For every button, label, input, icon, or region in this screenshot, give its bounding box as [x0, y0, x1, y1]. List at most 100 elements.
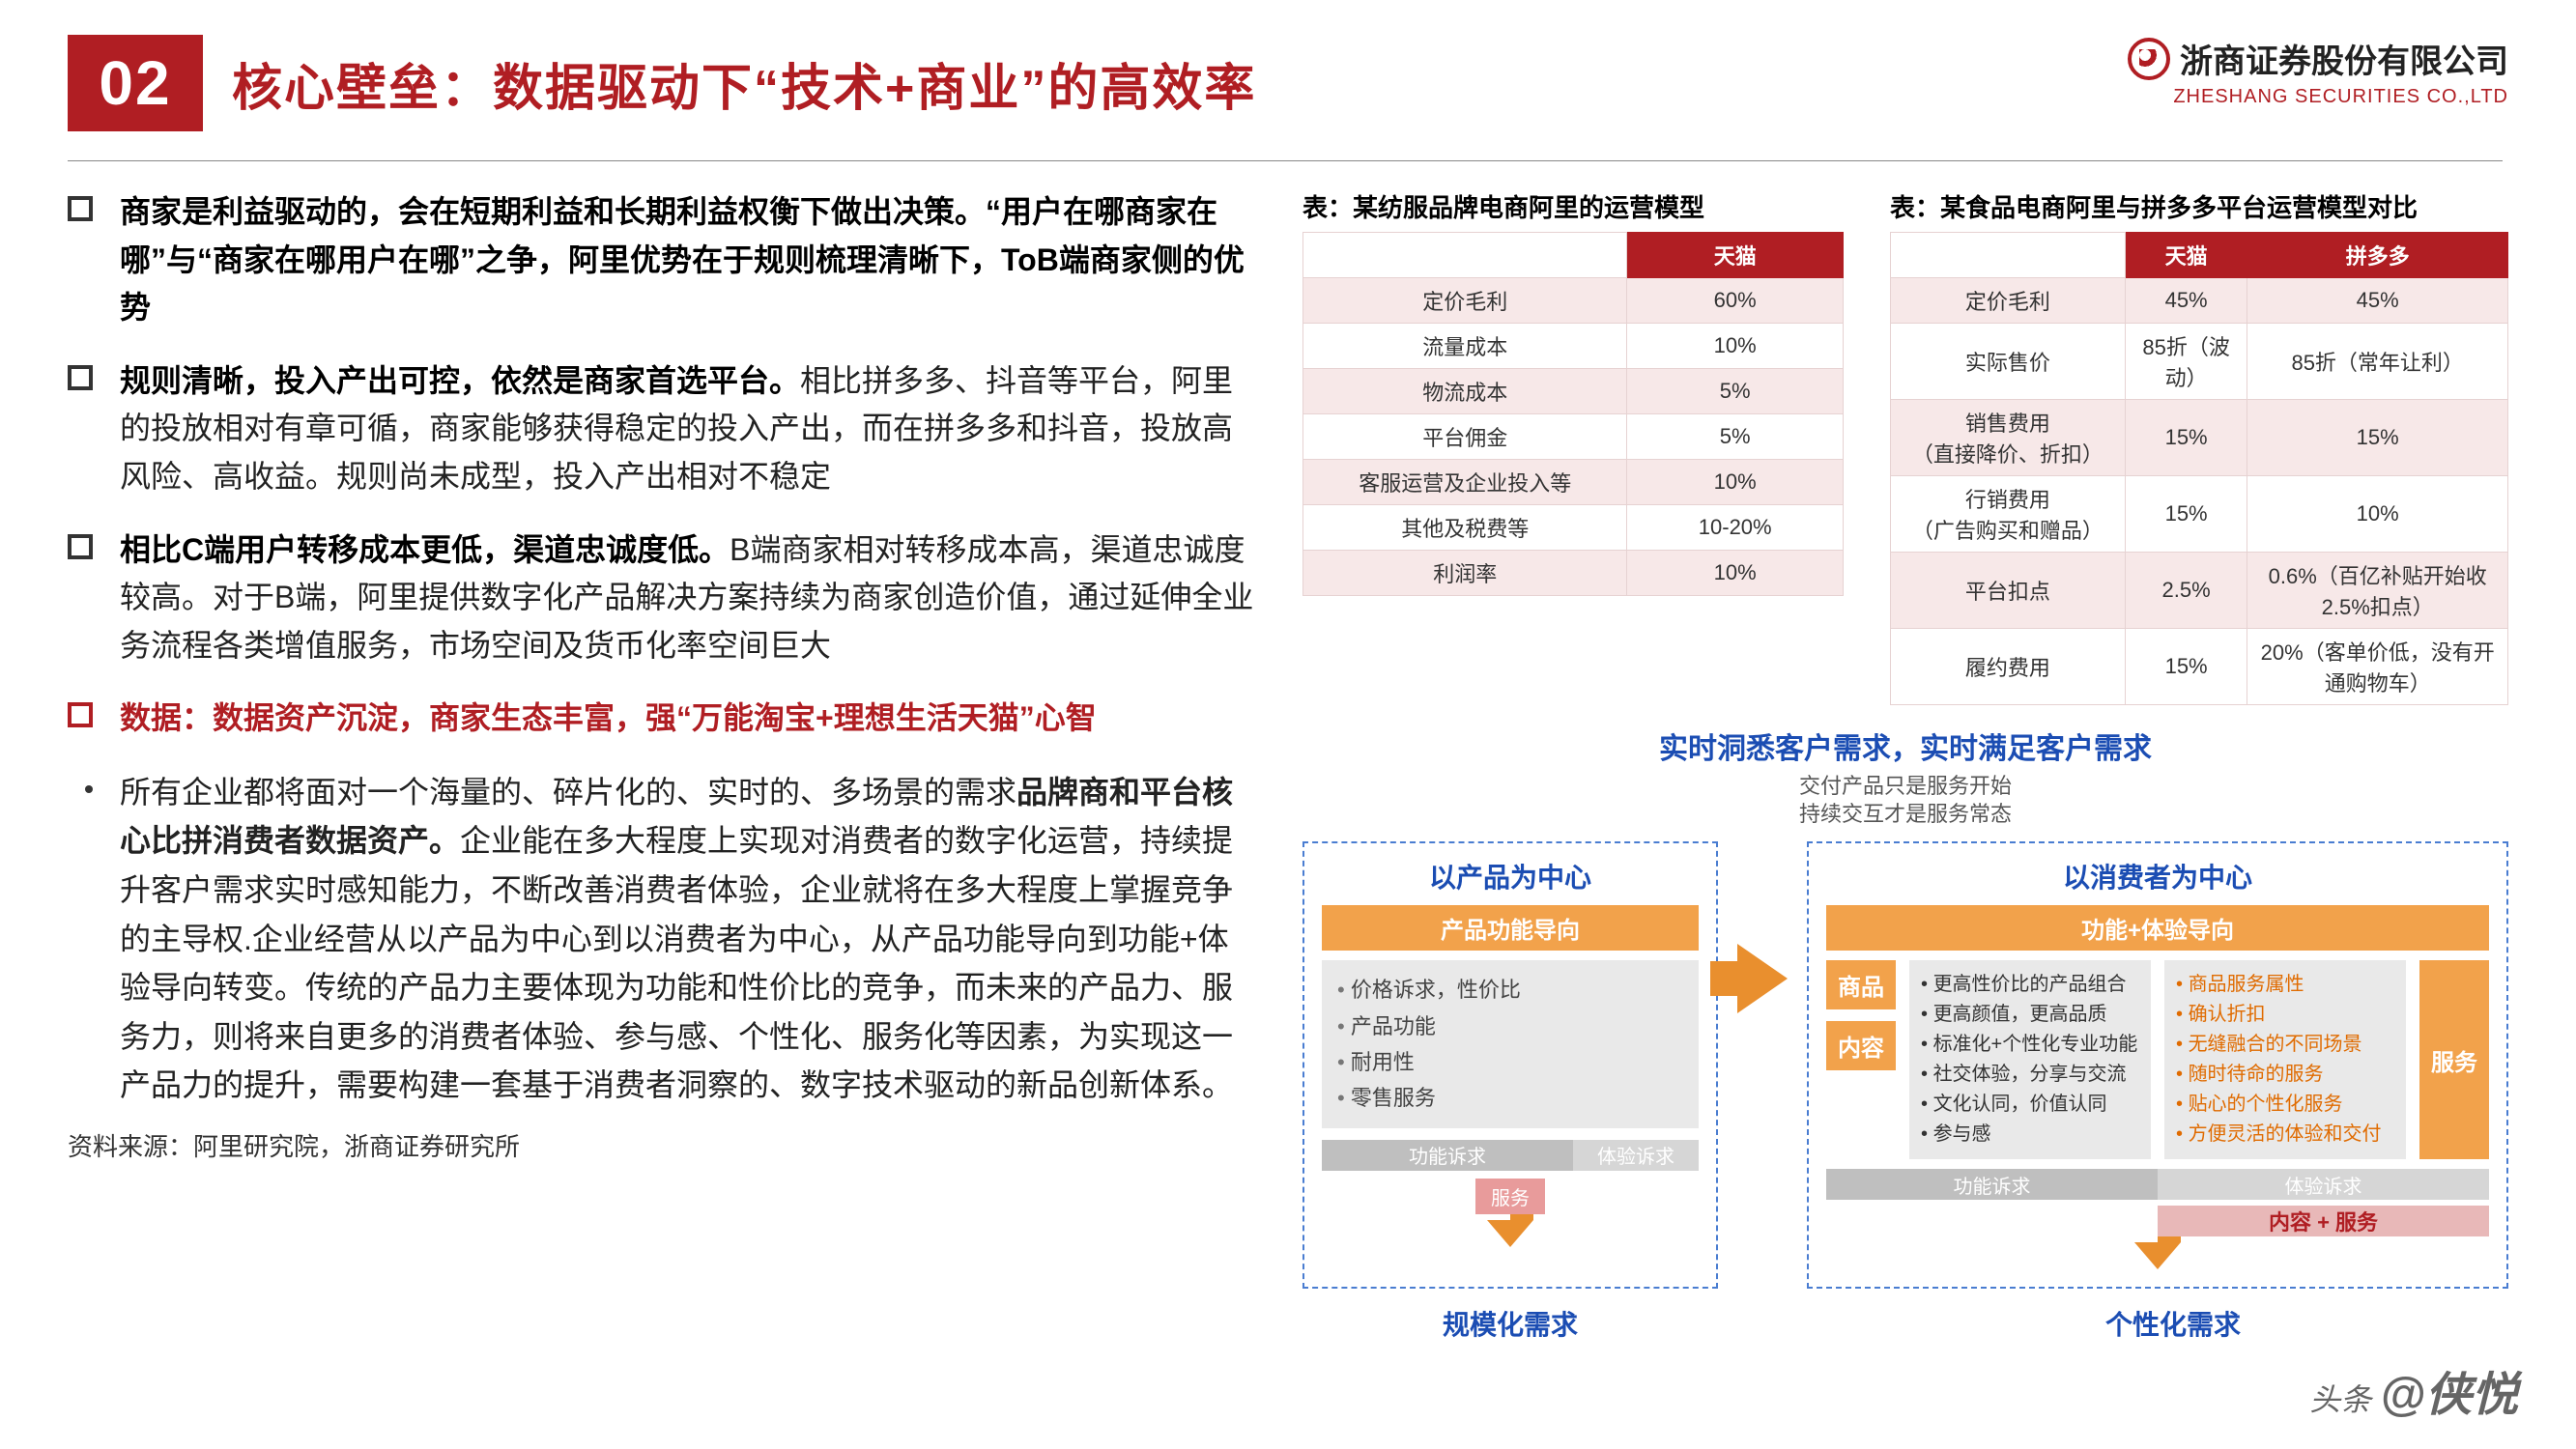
- down-arrow-icon: [2134, 1242, 2181, 1269]
- list-item: 方便灵活的体验和交付: [2176, 1120, 2394, 1150]
- down-arrow-icon: [1487, 1220, 1533, 1247]
- diagram-right-col2: 商品服务属性确认折扣无缝融合的不同场景随时待命的服务贴心的个性化服务方便灵活的体…: [2164, 960, 2406, 1159]
- table-cell: 85折（波动）: [2125, 324, 2247, 400]
- arrow-right-icon: [1737, 944, 1788, 1013]
- table-cell: 5%: [1627, 414, 1844, 460]
- content-service-tag: 内容 + 服务: [2158, 1206, 2489, 1236]
- bullet-2-bold: 规则清晰，投入产出可控，依然是商家首选平台。: [120, 363, 800, 398]
- bullet-marker-icon: [68, 702, 93, 727]
- bullet-3: 相比C端用户转移成本更低，渠道忠诚度低。B端商家相对转移成本高，渠道忠诚度较高。…: [68, 526, 1256, 670]
- diagram-bottom-left: 规模化需求: [1302, 1304, 1718, 1343]
- split-seg: 功能诉求: [1322, 1140, 1573, 1171]
- watermark-handle: @侠悦: [2380, 1370, 2518, 1421]
- bullet-red: 数据：数据资产沉淀，商家生态丰富，强“万能淘宝+理想生活天猫”心智: [68, 695, 1256, 743]
- table-1: 天猫 定价毛利60%流量成本10%物流成本5%平台佣金5%客服运营及企业投入等1…: [1302, 232, 1844, 596]
- table-cell: 15%: [2125, 476, 2247, 553]
- table-cell: 定价毛利: [1891, 278, 2126, 324]
- list-item: 零售服务: [1337, 1080, 1683, 1116]
- diagram-sub-1: 交付产品只是服务开始: [1302, 773, 2508, 801]
- table-2-block: 表：某食品电商阿里与拼多多平台运营模型对比 天猫 拼多多 定价毛利45%45%实…: [1890, 188, 2508, 705]
- list-item: 产品功能: [1337, 1009, 1683, 1044]
- sub-bullet: 所有企业都将面对一个海量的、碎片化的、实时的、多场景的需求品牌商和平台核心比拼消…: [68, 768, 1256, 1110]
- table-cell: 85折（常年让利）: [2247, 324, 2508, 400]
- table-2-header-2: 拼多多: [2247, 233, 2508, 278]
- table-cell: 45%: [2125, 278, 2247, 324]
- list-item: 价格诉求，性价比: [1337, 972, 1683, 1008]
- left-column: 商家是利益驱动的，会在短期利益和长期利益权衡下做出决策。“用户在哪商家在哪”与“…: [68, 188, 1256, 1343]
- list-item: 标准化+个性化专业功能: [1921, 1030, 2139, 1060]
- table-cell: 行销费用（广告购买和赠品）: [1891, 476, 2126, 553]
- company-name-cn: 浙商证券股份有限公司: [2180, 35, 2508, 82]
- list-item: 参与感: [1921, 1120, 2139, 1150]
- table-cell: 10-20%: [1627, 505, 1844, 551]
- side-label-service: 服务: [2419, 960, 2489, 1159]
- diagram-right-split: 功能诉求 体验诉求: [1826, 1169, 2489, 1200]
- diagram-left-title: 以产品为中心: [1322, 857, 1699, 895]
- list-item: 更高颜值，更高品质: [1921, 1000, 2139, 1030]
- table-cell: 客服运营及企业投入等: [1303, 460, 1627, 505]
- table-cell: 0.6%（百亿补贴开始收2.5%扣点）: [2247, 553, 2508, 629]
- bullet-marker-icon: [68, 365, 93, 390]
- list-item: 商品服务属性: [2176, 970, 2394, 1000]
- table-cell: 10%: [1627, 324, 1844, 369]
- diagram-left-split: 功能诉求 体验诉求: [1322, 1140, 1699, 1171]
- table-cell: 2.5%: [2125, 553, 2247, 629]
- table-cell: 45%: [2247, 278, 2508, 324]
- diagram: 实时洞悉客户需求，实时满足客户需求 交付产品只是服务开始 持续交互才是服务常态 …: [1302, 724, 2508, 1343]
- table-cell: 定价毛利: [1303, 278, 1627, 324]
- diagram-sub-2: 持续交互才是服务常态: [1302, 801, 2508, 829]
- diagram-left-box: 以产品为中心 产品功能导向 价格诉求，性价比产品功能耐用性零售服务 功能诉求 体…: [1302, 841, 1718, 1289]
- list-item: 社交体验，分享与交流: [1921, 1060, 2139, 1090]
- diagram-right-title: 以消费者为中心: [1826, 857, 2489, 895]
- bullet-1-bold: 商家是利益驱动的，会在短期利益和长期利益权衡下做出决策。“用户在哪商家在哪”与“…: [120, 194, 1245, 325]
- sub-bullet-post: 企业能在多大程度上实现对消费者的数字化运营，持续提升客户需求实时感知能力，不断改…: [120, 823, 1233, 1102]
- table-cell: 60%: [1627, 278, 1844, 324]
- list-item: 无缝融合的不同场景: [2176, 1030, 2394, 1060]
- diagram-bottom-right: 个性化需求: [1838, 1304, 2508, 1343]
- list-item: 文化认同，价值认同: [1921, 1090, 2139, 1120]
- split-seg: 体验诉求: [2158, 1169, 2489, 1200]
- title-underline: [68, 160, 2503, 161]
- table-cell: 流量成本: [1303, 324, 1627, 369]
- list-item: 确认折扣: [2176, 1000, 2394, 1030]
- watermark-prefix: 头条: [2309, 1382, 2380, 1417]
- table-cell: 实际售价: [1891, 324, 2126, 400]
- table-1-header: 天猫: [1627, 233, 1844, 278]
- table-cell: 10%: [2247, 476, 2508, 553]
- side-label-goods: 商品: [1826, 960, 1896, 1009]
- list-item: 贴心的个性化服务: [2176, 1090, 2394, 1120]
- table-cell: 20%（客单价低，没有开通购物车）: [2247, 629, 2508, 705]
- bullet-3-bold: 相比C端用户转移成本更低，渠道忠诚度低。: [120, 532, 730, 567]
- bullet-marker-icon: [68, 196, 93, 221]
- table-cell: 履约费用: [1891, 629, 2126, 705]
- table-cell: 平台佣金: [1303, 414, 1627, 460]
- diagram-left-bar: 产品功能导向: [1322, 905, 1699, 951]
- table-2-title: 表：某食品电商阿里与拼多多平台运营模型对比: [1890, 188, 2508, 224]
- table-cell: 其他及税费等: [1303, 505, 1627, 551]
- table-2: 天猫 拼多多 定价毛利45%45%实际售价85折（波动）85折（常年让利）销售费…: [1890, 232, 2508, 705]
- table-1-title: 表：某纺服品牌电商阿里的运营模型: [1302, 188, 1844, 224]
- slide-number-badge: 02: [68, 35, 203, 131]
- diagram-right-box: 以消费者为中心 功能+体验导向 商品 内容 更高性价比的产品组合更高颜值，更高品…: [1807, 841, 2508, 1289]
- diagram-title: 实时洞悉客户需求，实时满足客户需求: [1302, 724, 2508, 767]
- table-2-header-1: 天猫: [2125, 233, 2247, 278]
- company-block: 浙商证券股份有限公司 ZHESHANG SECURITIES CO.,LTD: [2128, 35, 2508, 108]
- table-cell: 平台扣点: [1891, 553, 2126, 629]
- table-cell: 15%: [2125, 629, 2247, 705]
- source-line: 资料来源：阿里研究院，浙商证券研究所: [68, 1127, 1256, 1163]
- dot-icon: [85, 785, 93, 793]
- bullet-1: 商家是利益驱动的，会在短期利益和长期利益权衡下做出决策。“用户在哪商家在哪”与“…: [68, 188, 1256, 332]
- sub-bullet-pre: 所有企业都将面对一个海量的、碎片化的、实时的、多场景的需求: [120, 775, 1016, 810]
- list-item: 更高性价比的产品组合: [1921, 970, 2139, 1000]
- bullet-2: 规则清晰，投入产出可控，依然是商家首选平台。相比拼多多、抖音等平台，阿里的投放相…: [68, 357, 1256, 501]
- table-cell: 利润率: [1303, 551, 1627, 596]
- diagram-right-col1: 更高性价比的产品组合更高颜值，更高品质标准化+个性化专业功能社交体验，分享与交流…: [1909, 960, 2151, 1159]
- split-seg: 体验诉求: [1573, 1140, 1699, 1171]
- table-1-header-blank: [1303, 233, 1627, 278]
- bullet-marker-icon: [68, 534, 93, 559]
- slide-title: 核心壁垒：数据驱动下“技术+商业”的高效率: [232, 47, 1256, 120]
- split-seg: 功能诉求: [1826, 1169, 2158, 1200]
- company-logo-icon: [2128, 38, 2170, 80]
- right-column: 表：某纺服品牌电商阿里的运营模型 天猫 定价毛利60%流量成本10%物流成本5%…: [1302, 188, 2508, 1343]
- table-2-header-blank: [1891, 233, 2126, 278]
